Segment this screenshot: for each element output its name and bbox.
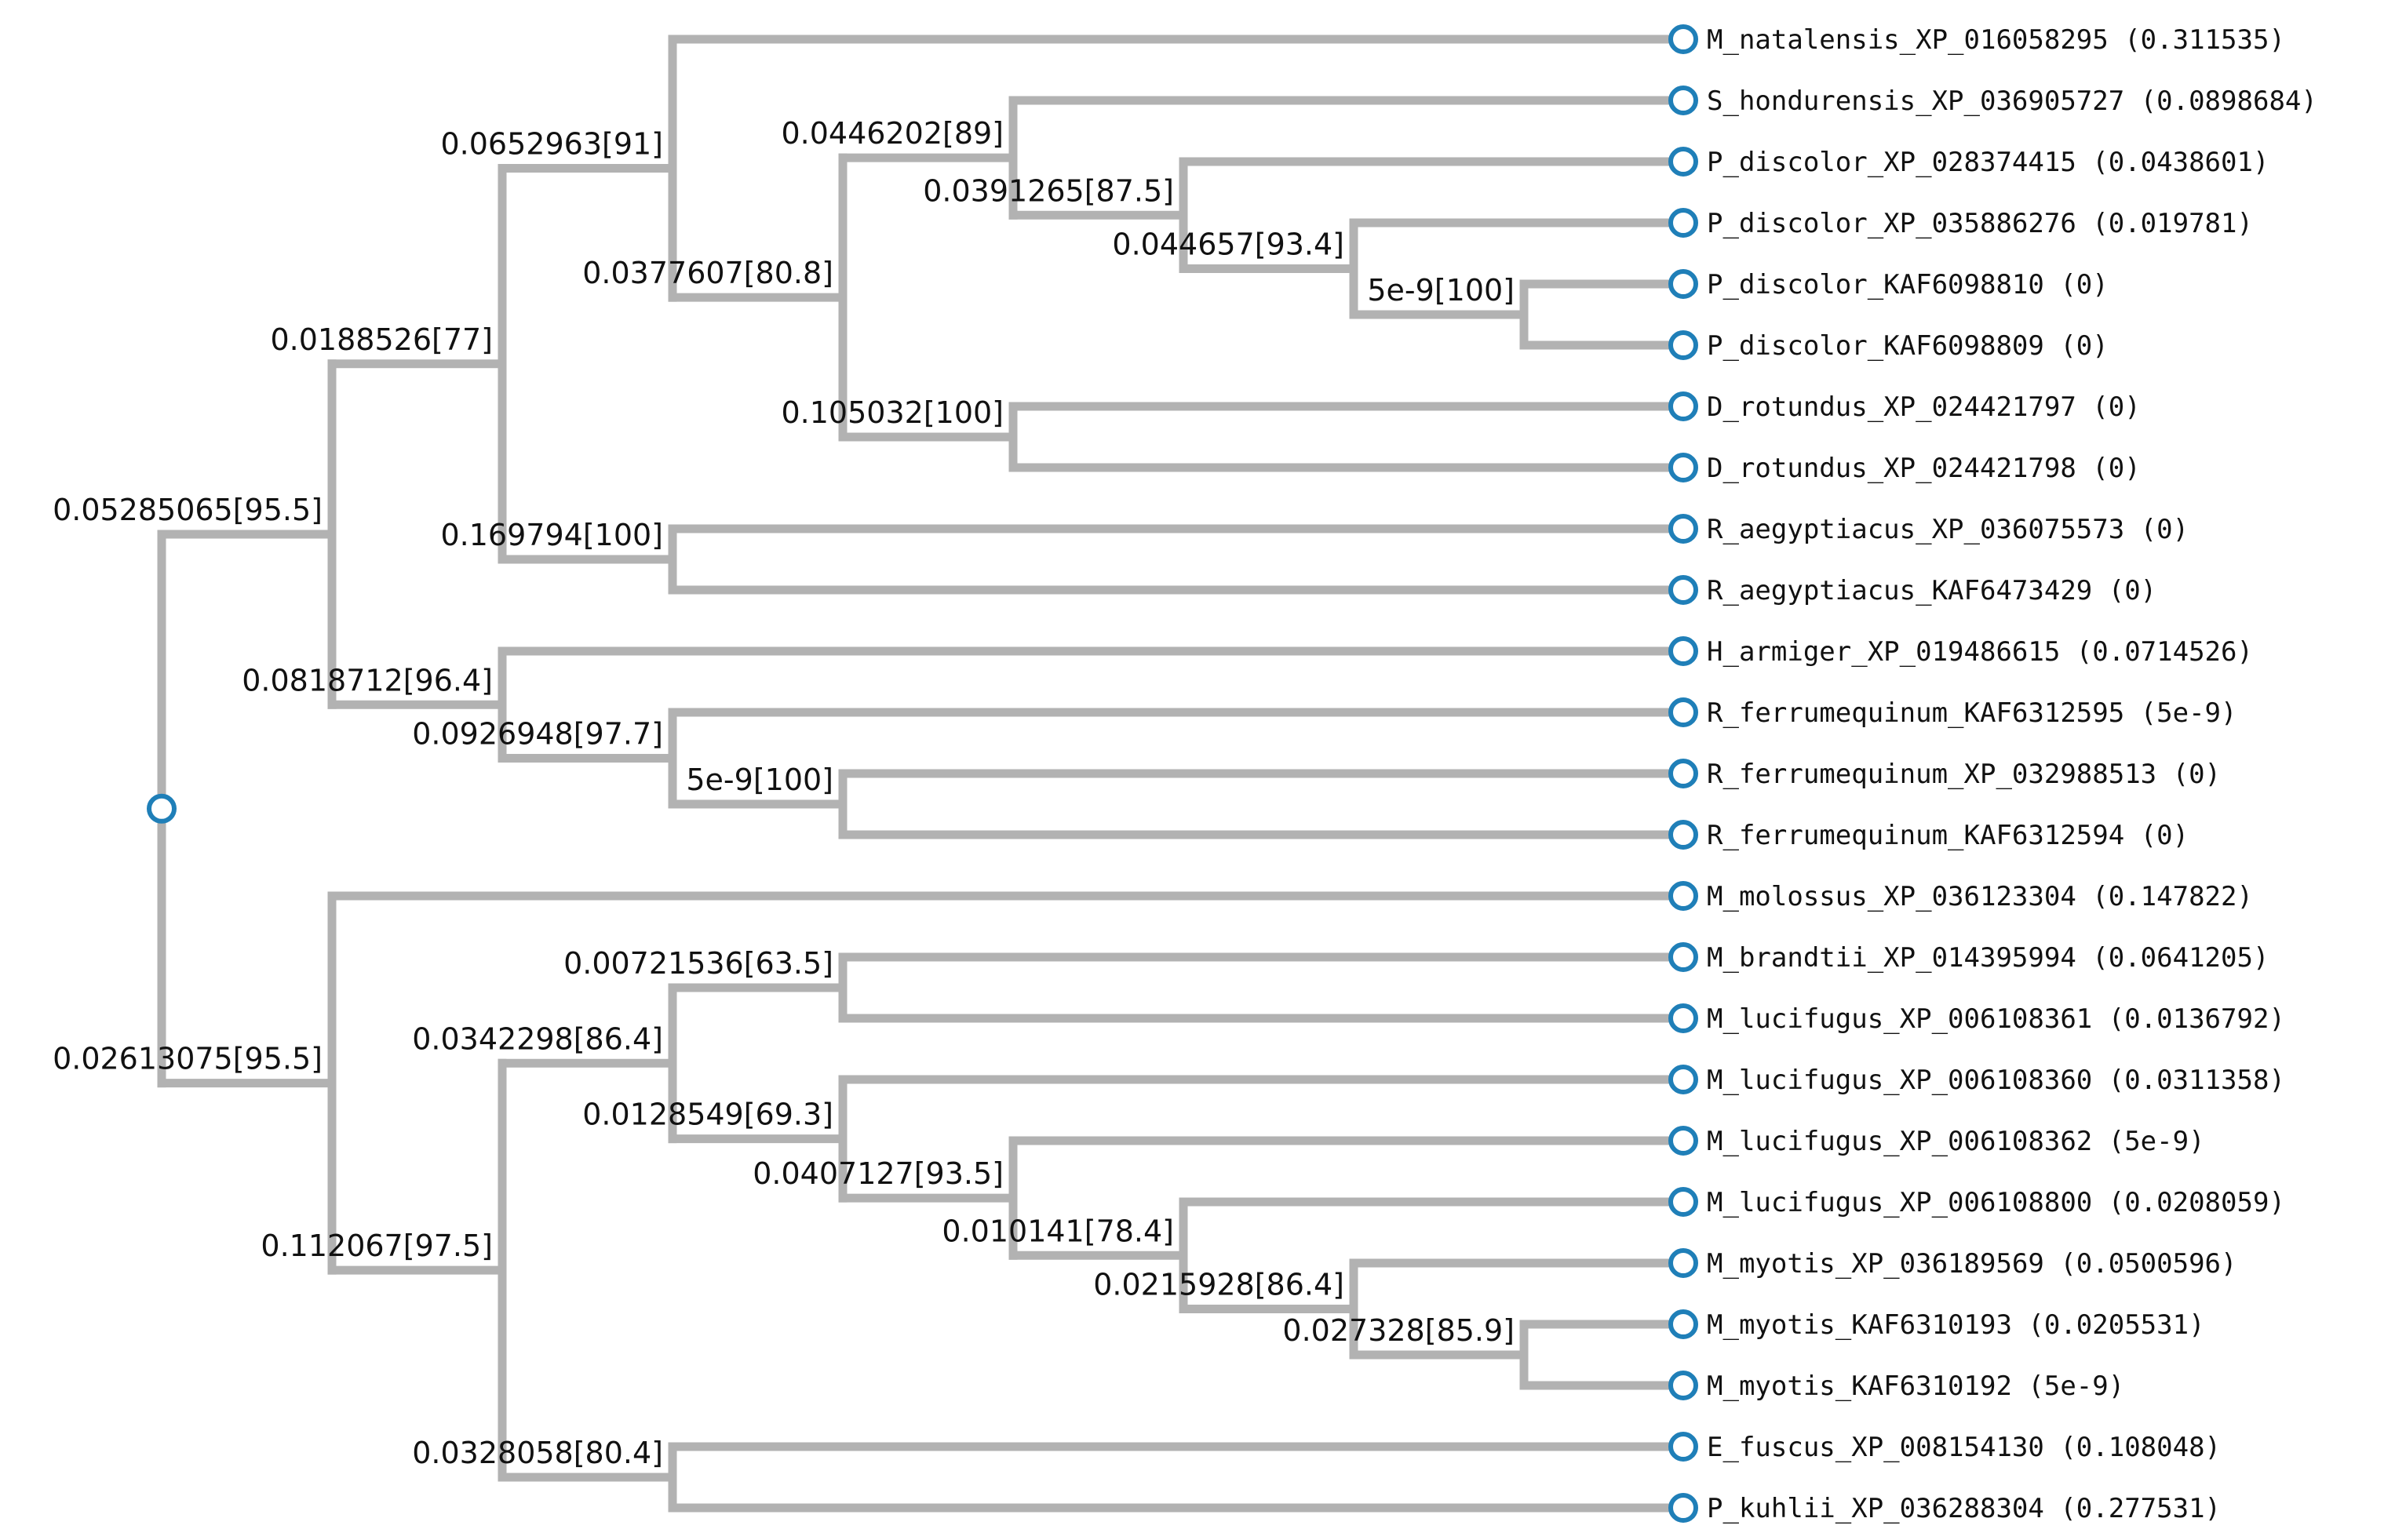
internal-node-label: 0.112067[97.5] <box>261 1229 493 1263</box>
leaf-label: D_rotundus_XP_024421798 (0) <box>1707 453 2141 484</box>
leaf-node[interactable] <box>1668 1126 1698 1156</box>
tree-nodes <box>147 24 1698 1523</box>
leaf-label: R_aegyptiacus_XP_036075573 (0) <box>1707 514 2189 545</box>
internal-node-label: 0.169794[100] <box>441 518 664 552</box>
leaf-node[interactable] <box>1668 881 1698 911</box>
leaf-label: P_kuhlii_XP_036288304 (0.277531) <box>1707 1493 2221 1524</box>
internal-node-label: 0.010141[78.4] <box>942 1214 1174 1248</box>
internal-node-label: 0.0446202[89] <box>782 116 1004 151</box>
leaf-node[interactable] <box>1668 1309 1698 1339</box>
leaf-node[interactable] <box>1668 820 1698 850</box>
internal-node-label: 0.0926948[97.7] <box>412 717 663 752</box>
leaf-node[interactable] <box>1668 1432 1698 1462</box>
leaf-label: M_lucifugus_XP_006108800 (0.0208059) <box>1707 1187 2285 1218</box>
leaf-label: M_lucifugus_XP_006108360 (0.0311358) <box>1707 1065 2285 1096</box>
leaf-label: P_discolor_XP_035886276 (0.019781) <box>1707 208 2253 239</box>
leaf-node[interactable] <box>1668 514 1698 544</box>
leaf-label: M_molossus_XP_036123304 (0.147822) <box>1707 881 2253 912</box>
internal-node-label: 0.105032[100] <box>782 395 1004 430</box>
leaf-node[interactable] <box>1668 208 1698 238</box>
internal-node-label: 0.027328[85.9] <box>1282 1313 1515 1348</box>
leaf-node[interactable] <box>1668 1248 1698 1278</box>
leaf-label: R_ferrumequinum_KAF6312594 (0) <box>1707 820 2189 851</box>
tree-labels: M_natalensis_XP_016058295 (0.311535) S_ho… <box>53 24 2317 1524</box>
leaf-node[interactable] <box>1668 1003 1698 1033</box>
internal-node-label: 0.05285065[95.5] <box>53 493 323 527</box>
leaf-node[interactable] <box>1668 391 1698 421</box>
leaf-node[interactable] <box>1668 759 1698 788</box>
leaf-node[interactable] <box>1668 269 1698 299</box>
leaf-label: R_ferrumequinum_KAF6312595 (5e-9) <box>1707 697 2237 729</box>
leaf-node[interactable] <box>1668 575 1698 605</box>
leaf-label: D_rotundus_XP_024421797 (0) <box>1707 391 2141 423</box>
leaf-label: P_discolor_KAF6098810 (0) <box>1707 269 2109 300</box>
internal-node-label: 5e-9[100] <box>1367 273 1515 308</box>
leaf-label: M_lucifugus_XP_006108361 (0.0136792) <box>1707 1003 2285 1035</box>
internal-node-label: 0.0188526[77] <box>271 322 494 357</box>
leaf-label: P_discolor_KAF6098809 (0) <box>1707 330 2109 362</box>
leaf-label: E_fuscus_XP_008154130 (0.108048) <box>1707 1432 2221 1463</box>
internal-node-label: 0.0652963[91] <box>441 127 664 162</box>
leaf-label: S_hondurensis_XP_036905727 (0.0898684) <box>1707 86 2317 117</box>
internal-node-label: 0.0215928[86.4] <box>1093 1268 1344 1302</box>
leaf-label: M_myotis_KAF6310192 (5e-9) <box>1707 1371 2124 1402</box>
internal-node-label: 0.0407127[93.5] <box>753 1156 1004 1191</box>
internal-node-label: 0.00721536[63.5] <box>563 946 833 981</box>
leaf-label: R_aegyptiacus_KAF6473429 (0) <box>1707 575 2156 606</box>
leaf-node[interactable] <box>1668 1371 1698 1400</box>
leaf-label: M_lucifugus_XP_006108362 (5e-9) <box>1707 1126 2205 1157</box>
internal-node-label: 0.0342298[86.4] <box>412 1021 663 1056</box>
leaf-label: P_discolor_XP_028374415 (0.0438601) <box>1707 147 2269 178</box>
internal-node-label: 0.044657[93.4] <box>1112 228 1344 262</box>
leaf-node[interactable] <box>1668 697 1698 727</box>
leaf-label: M_myotis_KAF6310193 (0.0205531) <box>1707 1309 2205 1341</box>
internal-node-label: 0.0818712[96.4] <box>242 663 493 697</box>
leaf-node[interactable] <box>1668 24 1698 54</box>
internal-node-label: 0.0377607[80.8] <box>582 256 833 290</box>
leaf-node[interactable] <box>1668 1493 1698 1523</box>
leaf-node[interactable] <box>1668 147 1698 177</box>
root-node[interactable] <box>147 793 177 824</box>
leaf-node[interactable] <box>1668 1065 1698 1094</box>
leaf-label: M_brandtii_XP_014395994 (0.0641205) <box>1707 942 2269 974</box>
internal-node-label: 0.0391265[87.5] <box>923 173 1174 208</box>
internal-node-label: 5e-9[100] <box>686 763 833 797</box>
leaf-node[interactable] <box>1668 330 1698 360</box>
leaf-node[interactable] <box>1668 1187 1698 1217</box>
internal-node-label: 0.0328058[80.4] <box>412 1436 663 1470</box>
internal-node-label: 0.0128549[69.3] <box>582 1098 833 1132</box>
leaf-node[interactable] <box>1668 86 1698 115</box>
leaf-label: M_natalensis_XP_016058295 (0.311535) <box>1707 24 2285 56</box>
leaf-label: H_armiger_XP_019486615 (0.0714526) <box>1707 636 2253 668</box>
leaf-label: R_ferrumequinum_XP_032988513 (0) <box>1707 759 2221 790</box>
leaf-node[interactable] <box>1668 636 1698 666</box>
leaf-node[interactable] <box>1668 453 1698 482</box>
leaf-node[interactable] <box>1668 942 1698 972</box>
internal-node-label: 0.02613075[95.5] <box>53 1042 323 1076</box>
tree-branches <box>157 35 1688 1513</box>
leaf-label: M_myotis_XP_036189569 (0.0500596) <box>1707 1248 2237 1280</box>
